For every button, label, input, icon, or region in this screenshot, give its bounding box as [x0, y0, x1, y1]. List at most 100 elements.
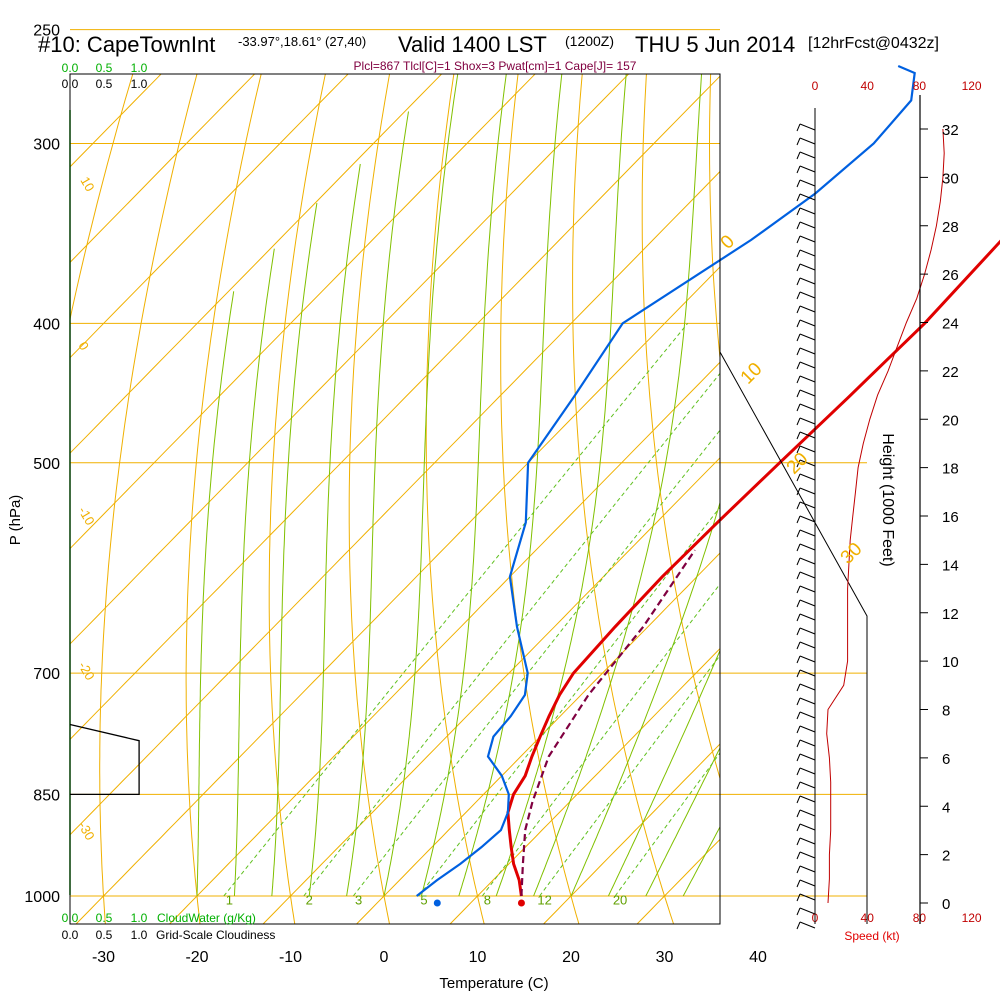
wind-barb — [796, 683, 816, 692]
speed-panel-edge — [719, 351, 868, 924]
dry-adiabat-50 — [708, 74, 720, 363]
wind-barb — [796, 165, 816, 174]
wind-barb — [796, 515, 816, 524]
wind-barb — [796, 333, 816, 342]
mixing-ratio-1 — [223, 322, 689, 897]
wind-barb — [796, 179, 816, 188]
wind-barb — [796, 529, 816, 538]
moist-adiabat-16 — [533, 74, 703, 897]
station-title: #10: CapeTownInt — [38, 32, 215, 57]
wind-barb — [796, 557, 816, 566]
dry-adiabat--10 — [268, 74, 326, 924]
plot-grid — [70, 4, 1000, 926]
wind-barb — [796, 207, 816, 216]
wind-barbs — [796, 123, 816, 930]
wind-barb — [796, 249, 816, 258]
plot-frame — [69, 73, 721, 925]
cloudiness-tick-bottom: 1.0 — [131, 928, 148, 942]
cloud-water-label: CloudWater (g/Kg) — [157, 911, 256, 925]
dewpoint-line — [416, 64, 916, 897]
isotherm--30 — [75, 266, 720, 924]
theta-label-left: 10 — [77, 174, 97, 194]
moist-adiabat--20 — [196, 291, 235, 897]
wind-barb — [796, 753, 816, 762]
sounding-traces — [69, 64, 1000, 907]
wind-barb — [796, 151, 816, 160]
parcel-line — [520, 549, 696, 897]
wind-barb — [796, 221, 816, 230]
isotherm-20 — [542, 743, 720, 924]
valid-time: Valid 1400 LST — [398, 32, 547, 57]
height-tick-20: 20 — [942, 412, 959, 429]
wind-barb — [796, 921, 816, 930]
theta-label-right: 10 — [737, 359, 767, 389]
wind-barb — [796, 585, 816, 594]
pressure-tick-400: 400 — [33, 316, 60, 333]
wind-speed-line — [826, 128, 945, 904]
wind-barb — [796, 697, 816, 706]
wind-barb — [796, 879, 816, 888]
cloudiness-tick-top: 0.5 — [96, 77, 113, 91]
temp-tick--30: -30 — [92, 949, 115, 966]
moist-adiabat-0 — [383, 74, 459, 897]
moist-adiabat--8 — [308, 163, 361, 897]
wind-barb — [796, 641, 816, 650]
pressure-tick-1000: 1000 — [24, 889, 60, 906]
wind-barb — [796, 669, 816, 678]
wind-barb — [796, 627, 816, 636]
pressure-tick-250: 250 — [33, 23, 60, 40]
wind-barb — [796, 487, 816, 496]
wind-barb — [796, 193, 816, 202]
isotherm-10 — [449, 647, 720, 924]
height-tick-28: 28 — [942, 219, 959, 236]
height-tick-12: 12 — [942, 606, 959, 623]
surface-dewpoint-point — [433, 899, 441, 907]
pressure-tick-850: 850 — [33, 787, 60, 804]
wind-barb — [796, 809, 816, 818]
speed-tick-bottom-120: 120 — [962, 911, 982, 925]
cloudiness-label: Grid-Scale Cloudiness — [156, 928, 275, 942]
wind-barb — [796, 459, 816, 468]
pressure-tick-500: 500 — [33, 456, 60, 473]
dry-adiabat--40 — [70, 74, 134, 322]
zulu-time: (1200Z) — [565, 33, 614, 49]
moist-adiabat-28 — [645, 746, 720, 897]
speed-axis-title: Speed (kt) — [844, 929, 899, 943]
temp-tick-0: 0 — [380, 949, 389, 966]
moist-adiabat--4 — [346, 111, 409, 897]
height-axis-title: Height (1000 Feet) — [879, 433, 896, 566]
height-tick-8: 8 — [942, 703, 950, 720]
height-tick-18: 18 — [942, 461, 959, 478]
isotherm-30 — [636, 838, 720, 924]
theta-label-right: 30 — [837, 539, 867, 569]
station-coords: -33.97°,18.61° (27,40) — [238, 34, 366, 49]
moist-adiabat--12 — [271, 203, 318, 897]
cloudiness-tick-bottom: 0.5 — [96, 928, 113, 942]
speed-tick-top-0: 0 — [812, 79, 819, 93]
wind-barb — [796, 571, 816, 580]
isotherm-50 — [822, 4, 1000, 926]
forecast-date: THU 5 Jun 2014 — [635, 32, 795, 57]
speed-tick-top-120: 120 — [962, 79, 982, 93]
cloud-water-tick-top: 0.5 — [96, 61, 113, 75]
wind-barb — [796, 739, 816, 748]
wind-barb — [796, 893, 816, 902]
moist-adiabat-20 — [570, 500, 720, 897]
wind-barb — [796, 767, 816, 776]
dry-adiabat-70 — [838, 4, 1000, 926]
wind-barb — [796, 235, 816, 244]
wind-barb — [796, 599, 816, 608]
pressure-tick-700: 700 — [33, 666, 60, 683]
wind-barb — [796, 711, 816, 720]
theta-label-left: -20 — [75, 659, 97, 683]
cloud-water-tick-top: 1.0 — [131, 61, 148, 75]
mixing-ratio-3 — [352, 429, 720, 897]
wind-barb — [796, 137, 816, 146]
forecast-info: [12hrFcst@0432z] — [808, 35, 939, 52]
wind-barb — [796, 277, 816, 286]
wind-barb — [796, 837, 816, 846]
mixing-ratio-label-1: 1 — [226, 893, 233, 908]
temp-tick-20: 20 — [562, 949, 580, 966]
mixing-ratio-8 — [481, 583, 720, 897]
